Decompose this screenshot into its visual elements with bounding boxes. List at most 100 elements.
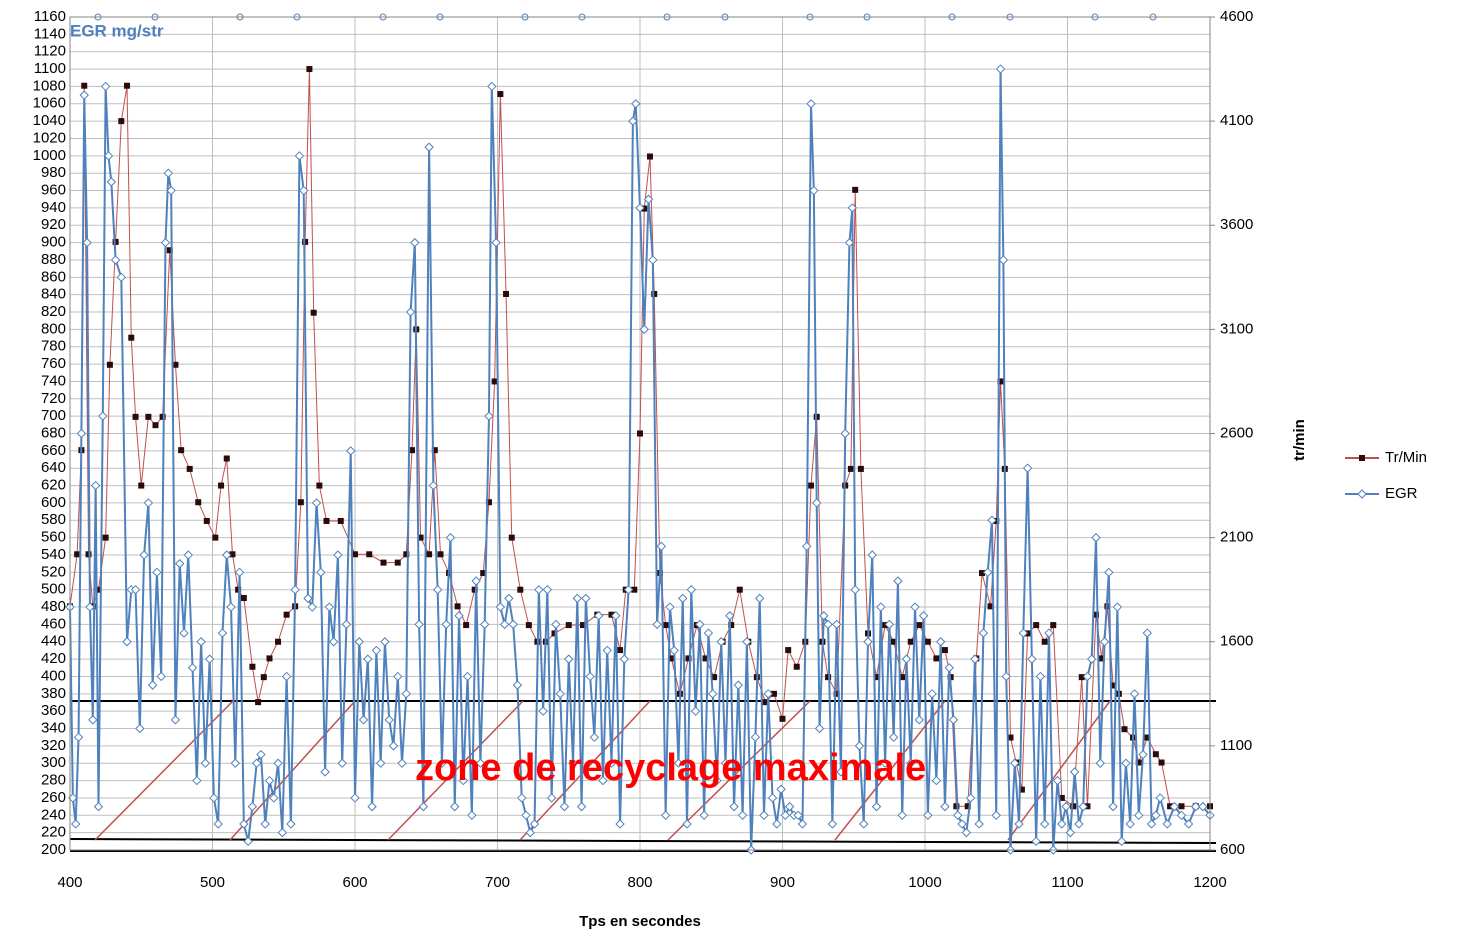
point (997, 378, 1004, 385)
point (1142, 628, 1153, 638)
y-tick-label: 240 (41, 806, 66, 823)
point (484, 411, 494, 421)
y-tick-label: 280 (41, 772, 66, 789)
threshold-line (69, 838, 1217, 844)
point (770, 690, 777, 697)
y-tick-label: 800 (41, 320, 66, 337)
y-tick-label: 600 (41, 494, 66, 511)
point (927, 689, 937, 699)
point (754, 593, 765, 604)
point (678, 593, 688, 604)
point (432, 584, 443, 595)
point (462, 671, 473, 682)
point (79, 90, 89, 100)
point (933, 655, 940, 662)
point (222, 550, 232, 560)
point (711, 674, 718, 681)
point (673, 758, 684, 768)
point (823, 619, 833, 630)
point (306, 66, 313, 73)
y-tick-label: 340 (41, 719, 66, 736)
point (802, 541, 812, 552)
y-tick-label: 620 (41, 477, 66, 494)
point (256, 749, 266, 760)
point (152, 422, 159, 429)
point (324, 602, 335, 612)
point (88, 715, 98, 725)
point (725, 611, 735, 621)
y-tick-label: 1080 (33, 77, 66, 94)
point (914, 715, 925, 725)
point (1121, 726, 1128, 733)
point (859, 819, 869, 829)
point (200, 758, 211, 768)
point (341, 619, 352, 630)
y2-tick-label: 4600 (1220, 8, 1253, 25)
y-tick-label: 260 (41, 789, 66, 806)
point (995, 64, 1006, 74)
point (243, 836, 253, 847)
point (175, 558, 185, 569)
point (572, 593, 583, 604)
point (987, 603, 994, 610)
point (893, 576, 903, 586)
point (1033, 622, 1040, 629)
point (767, 793, 778, 803)
y-tick-label: 300 (41, 754, 66, 771)
point (811, 498, 822, 508)
point (525, 827, 535, 838)
point (235, 586, 242, 593)
x-tick-label: 800 (627, 874, 652, 891)
point (737, 810, 748, 820)
point (1151, 810, 1161, 820)
y-tick-label: 480 (41, 598, 66, 615)
point (95, 586, 102, 593)
point (266, 655, 273, 662)
point (1082, 671, 1093, 682)
y-tick-label: 860 (41, 268, 66, 285)
point (993, 517, 1000, 524)
point (504, 593, 514, 604)
point (1144, 734, 1151, 741)
point (1178, 803, 1185, 810)
point (183, 550, 193, 560)
point (1146, 819, 1157, 829)
point (808, 482, 814, 489)
point (363, 654, 373, 664)
point (941, 647, 948, 654)
point (585, 671, 595, 682)
y2-tick-label: 2600 (1220, 424, 1253, 441)
point (648, 255, 658, 265)
point (81, 82, 88, 89)
point (888, 732, 899, 742)
point (1093, 611, 1099, 618)
point (695, 619, 705, 630)
point (333, 550, 343, 560)
point (608, 611, 615, 618)
point (255, 699, 262, 706)
point (728, 622, 735, 629)
point (499, 619, 510, 630)
point (218, 482, 225, 489)
point (316, 567, 326, 578)
y-tick-label: 660 (41, 442, 66, 459)
point (635, 203, 645, 213)
point (275, 638, 282, 645)
y2-tick-label: 3600 (1220, 216, 1253, 233)
y-tick-label: 740 (41, 372, 66, 389)
point (873, 674, 880, 681)
point (156, 671, 166, 682)
point (652, 619, 662, 630)
y-tick-label: 780 (41, 338, 66, 355)
legend-label: Tr/Min (1385, 449, 1427, 466)
point (1052, 775, 1063, 786)
point (564, 654, 574, 664)
point (542, 584, 553, 595)
point (503, 290, 510, 297)
point (209, 793, 219, 803)
point (85, 602, 95, 612)
y-tick-label: 1060 (33, 95, 66, 112)
point (418, 801, 429, 812)
point (320, 767, 330, 777)
point (286, 819, 296, 829)
